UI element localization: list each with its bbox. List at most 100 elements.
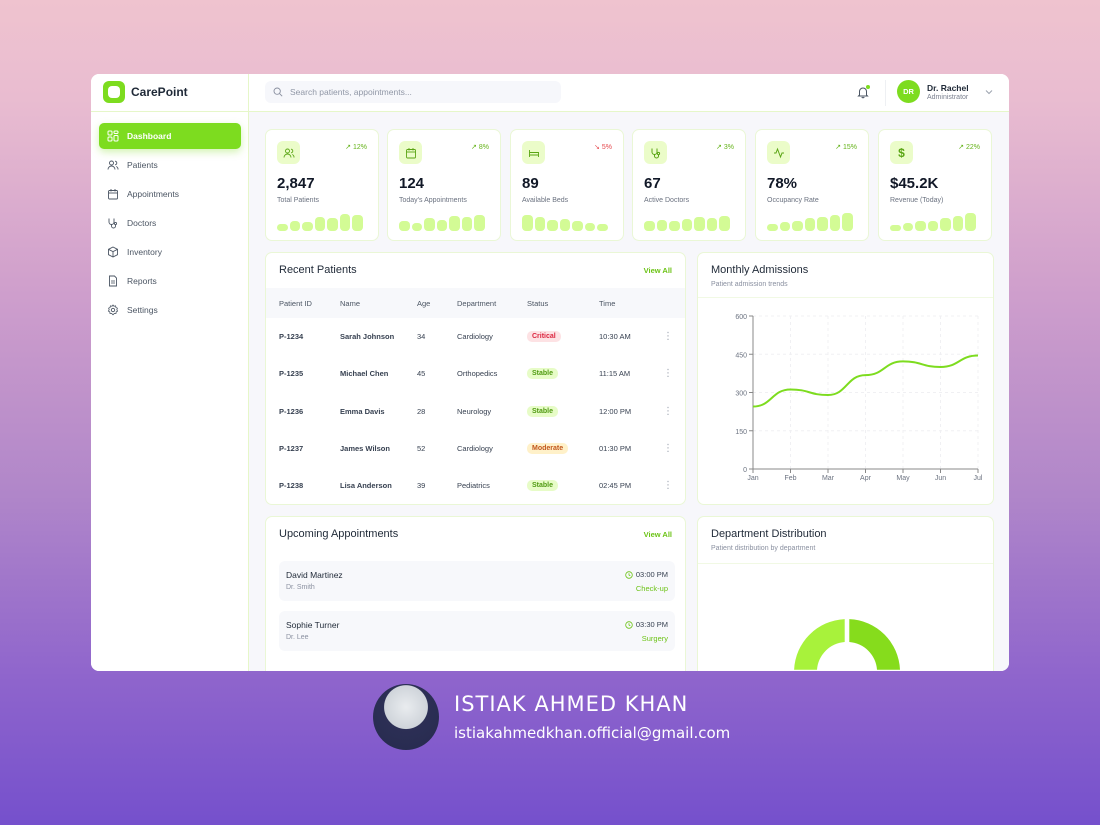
sidebar-item-appointments[interactable]: Appointments xyxy=(99,181,241,207)
patient-time: 02:45 PM xyxy=(599,481,632,491)
spark-bar xyxy=(461,217,472,231)
stat-label: Available Beds xyxy=(522,197,569,204)
patient-time: 12:00 PM xyxy=(599,406,632,416)
divider xyxy=(885,80,886,106)
stat-icon-wrap xyxy=(767,141,790,164)
patient-department: Pediatrics xyxy=(457,481,490,491)
status-badge: Moderate xyxy=(527,443,569,455)
patient-time: 10:30 AM xyxy=(599,332,631,342)
sparkline xyxy=(277,213,363,231)
stat-icon-wrap xyxy=(399,141,422,164)
stat-card-total-patients[interactable]: ↗ 12% 2,847 Total Patients xyxy=(265,129,379,241)
user-menu[interactable]: DR Dr. Rachel Administrator xyxy=(897,80,969,103)
dollar-icon: $ xyxy=(898,145,905,160)
trend-value: 22% xyxy=(965,143,980,151)
sidebar-item-doctors[interactable]: Doctors xyxy=(99,210,241,236)
appointment-patient: David Martinez xyxy=(286,570,343,580)
table-row[interactable]: P-1236 Emma Davis 28 Neurology Stable 12:00 P… xyxy=(266,393,685,430)
more-options-icon[interactable]: ⋮ xyxy=(663,443,673,455)
sparkline xyxy=(399,213,485,231)
column-header[interactable]: Department xyxy=(444,288,514,318)
chevron-down-icon[interactable] xyxy=(985,88,993,96)
notification-button[interactable] xyxy=(856,85,870,99)
appointment-doctor: Dr. Lee xyxy=(286,634,309,641)
trend-up-icon: ↗ xyxy=(958,144,964,151)
card-title: Upcoming Appointments xyxy=(279,528,399,540)
spark-bar xyxy=(694,217,705,231)
card-title: Department Distribution xyxy=(711,528,827,540)
stat-card-active-doctors[interactable]: ↗ 3% 67 Active Doctors xyxy=(632,129,746,241)
gear-icon xyxy=(107,304,119,316)
spark-bar xyxy=(804,218,815,231)
activity-icon xyxy=(773,147,784,158)
appointment-time-text: 03:00 PM xyxy=(635,570,668,579)
column-header[interactable]: Patient ID xyxy=(266,288,327,318)
stat-label: Total Patients xyxy=(277,197,320,204)
status-badge: Stable xyxy=(527,480,559,492)
divider xyxy=(248,74,249,112)
sidebar-item-label: Appointments xyxy=(127,189,179,199)
clock-icon xyxy=(625,570,633,579)
spark-bar xyxy=(339,214,350,231)
recent-patients-card: Recent Patients View All Patient ID Name… xyxy=(265,252,686,505)
view-all-link[interactable]: View All xyxy=(643,530,672,539)
brand-name: CarePoint xyxy=(131,85,188,99)
view-all-link[interactable]: View All xyxy=(643,266,672,275)
spark-bar xyxy=(302,222,313,231)
donut-chart[interactable] xyxy=(698,567,994,671)
author-email[interactable]: istiakahmedkhan.official@gmail.com xyxy=(454,724,731,742)
sidebar-item-reports[interactable]: Reports xyxy=(99,268,241,294)
trend-up-badge: ↗ 15% xyxy=(835,143,857,152)
sidebar-item-dashboard[interactable]: Dashboard xyxy=(99,123,241,149)
spark-bar xyxy=(779,222,790,231)
sidebar-item-patients[interactable]: Patients xyxy=(99,152,241,178)
column-header[interactable]: Age xyxy=(404,288,444,318)
svg-text:Feb: Feb xyxy=(784,475,796,482)
brand[interactable]: CarePoint xyxy=(103,81,188,103)
table-row[interactable]: P-1238 Lisa Anderson 39 Pediatrics Stable 02:… xyxy=(266,467,685,504)
line-chart[interactable]: 0 150 300 450 600 Jan Feb Mar Apr May Jun Jul xyxy=(698,297,994,505)
status-cell: Critical xyxy=(514,318,586,355)
table-row[interactable]: P-1234 Sarah Johnson 34 Cardiology Critical 1… xyxy=(266,318,685,355)
stat-card-revenue[interactable]: $ ↗ 22% $45.2K Revenue (Today) xyxy=(878,129,992,241)
status-badge: Stable xyxy=(527,405,559,417)
search-bar[interactable] xyxy=(265,81,561,103)
more-options-icon[interactable]: ⋮ xyxy=(663,368,673,380)
dashboard-grid-icon xyxy=(107,130,119,142)
table-row[interactable]: P-1235 Michael Chen 45 Orthopedics Stable 11:… xyxy=(266,355,685,392)
sidebar-item-label: Doctors xyxy=(127,218,157,228)
search-input[interactable] xyxy=(290,87,540,97)
more-options-icon[interactable]: ⋮ xyxy=(663,405,673,417)
appointment-item[interactable]: David Martinez Dr. Smith 03:00 PM Check-… xyxy=(279,561,675,601)
spark-bar xyxy=(424,218,435,231)
clock-icon xyxy=(625,620,633,629)
spark-bar xyxy=(547,220,558,231)
column-header[interactable]: Name xyxy=(327,288,404,318)
more-options-icon[interactable]: ⋮ xyxy=(663,331,673,343)
column-header[interactable]: Time xyxy=(586,288,641,318)
appointment-type: Surgery xyxy=(641,634,668,643)
column-header-actions xyxy=(641,288,685,318)
appointment-time: 03:00 PM xyxy=(625,570,668,579)
spark-bar xyxy=(289,221,300,231)
spark-bar xyxy=(436,220,447,231)
patient-department: Neurology xyxy=(457,406,492,416)
stat-card-appointments[interactable]: ↗ 8% 124 Today's Appointments xyxy=(387,129,501,241)
stat-card-available-beds[interactable]: ↘ 5% 89 Available Beds xyxy=(510,129,624,241)
sidebar-item-label: Reports xyxy=(127,276,157,286)
patient-age: 28 xyxy=(417,406,426,416)
actions-cell: ⋮ xyxy=(641,430,685,467)
trend-up-icon: ↗ xyxy=(471,144,477,151)
trend-up-badge: ↗ 8% xyxy=(471,143,489,152)
trend-up-badge: ↗ 22% xyxy=(958,143,980,152)
sidebar-item-settings[interactable]: Settings xyxy=(99,297,241,323)
sidebar-item-inventory[interactable]: Inventory xyxy=(99,239,241,265)
stat-card-occupancy-rate[interactable]: ↗ 15% 78% Occupancy Rate xyxy=(755,129,869,241)
table-row[interactable]: P-1237 James Wilson 52 Cardiology Moderate 01… xyxy=(266,430,685,467)
more-options-icon[interactable]: ⋮ xyxy=(663,480,673,492)
appointment-item[interactable]: Sophie Turner Dr. Lee 03:30 PM Surgery xyxy=(279,611,675,651)
spark-bar xyxy=(644,221,655,231)
actions-cell: ⋮ xyxy=(641,355,685,392)
column-header[interactable]: Status xyxy=(514,288,586,318)
spark-bar xyxy=(314,217,325,231)
